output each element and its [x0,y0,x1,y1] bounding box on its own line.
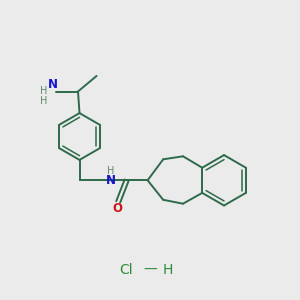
Text: N: N [48,77,58,91]
Text: H: H [40,86,47,97]
Text: —: — [143,263,157,277]
Text: N: N [105,174,116,187]
Text: H: H [40,95,47,106]
Text: O: O [112,202,123,215]
Text: H: H [163,263,173,277]
Text: H: H [107,166,114,176]
Text: Cl: Cl [119,263,133,277]
